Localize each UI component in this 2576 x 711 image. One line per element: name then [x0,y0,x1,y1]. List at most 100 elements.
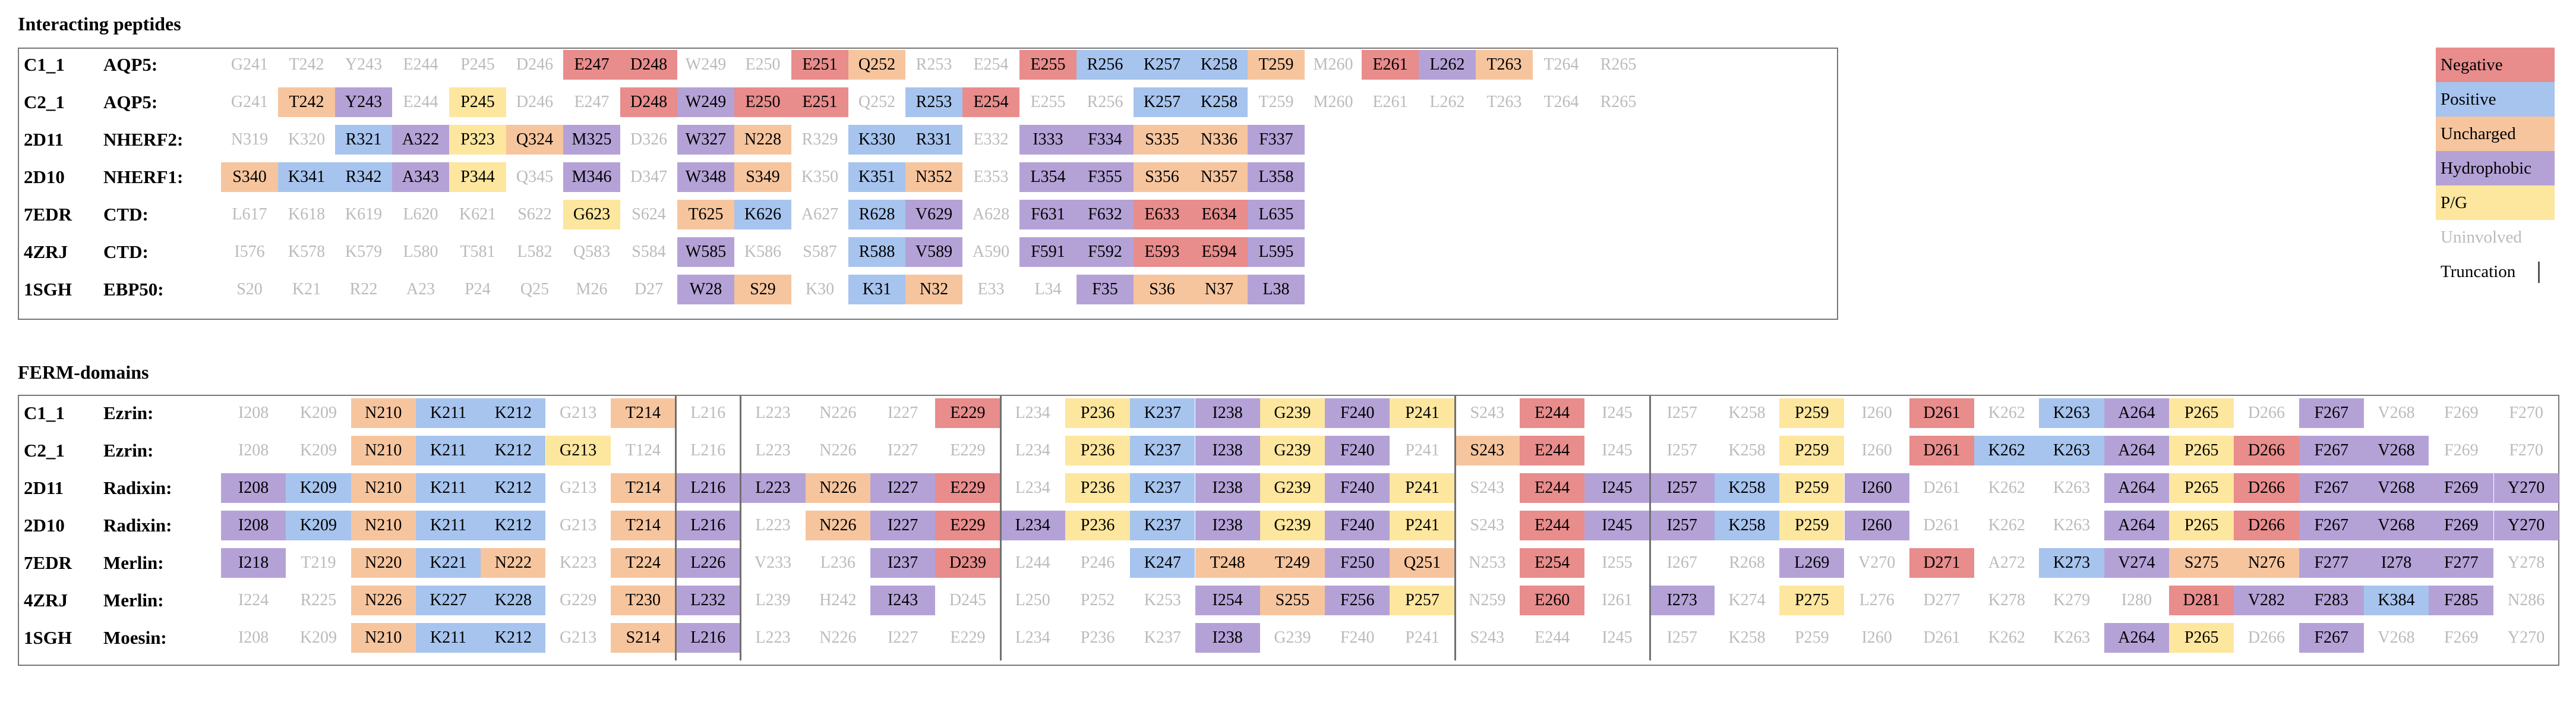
row-7edr: 7EDR Merlin: I218 T219 N220 K221 N222 K223 T224 L… [19,548,2558,578]
residue-cell: L223 [755,628,791,647]
residue-cell: K618 [288,205,326,224]
residue-cell: F256 [1325,586,1390,615]
residue-cell: A628 [972,205,1010,224]
residue-cell: K263 [2053,516,2091,534]
residue-cell: K258 [1728,404,1766,422]
residue-cell: K21 [292,280,321,298]
residue-cell: H242 [819,591,857,609]
residue-cell: E353 [973,168,1009,186]
residue-cell: I238 [1195,398,1260,428]
residue-cell: A264 [2104,398,2169,428]
residue-cell: I257 [1666,404,1697,422]
residue-cell: P265 [2169,473,2234,503]
residue-cell: G239 [1259,473,1325,503]
residue-cell: P259 [1779,436,1845,465]
residue-cell: A264 [2104,623,2169,653]
residue-cell: M26 [576,280,608,298]
residue-cell: D246 [516,55,554,74]
legend-label: Truncation [2441,262,2516,281]
residue-cell: N222 [481,548,546,578]
residue-cell: S243 [1470,479,1505,497]
residue-cell: S243 [1470,404,1505,422]
row-protein: Ezrin: [103,440,154,461]
residue-cell: P252 [1080,591,1115,609]
residue-cell: F632 [1077,200,1134,229]
residue-cell: D277 [1923,591,1961,609]
residue-cell: G213 [560,479,597,497]
residue-cell: M260 [1313,55,1353,74]
residue-cell: K262 [1988,404,2025,422]
residue-cell: M260 [1313,93,1353,111]
residue-cell: D239 [935,548,1000,578]
residue-cell: D261 [1923,516,1961,534]
row-id: C1_1 [24,54,65,75]
residue-cell: I237 [870,548,936,578]
residue-cell: E251 [791,50,848,80]
residue-cell: P257 [1390,586,1455,615]
residue-cell: D326 [630,130,668,149]
residue-cell: T249 [1259,548,1325,578]
residue-cell: S356 [1134,162,1191,192]
residue-cell: T124 [625,441,661,460]
residue-cell: F277 [2429,548,2494,578]
residue-cell: D248 [620,50,677,80]
residue-cell: K330 [848,125,905,155]
residue-cell: N319 [231,130,269,149]
residue-cell: I245 [1602,628,1633,647]
residue-cell: R253 [916,55,952,74]
residue-cell: N228 [734,125,791,155]
residue-cell: L216 [675,511,741,540]
residue-cell: F283 [2299,586,2364,615]
residue-cell: N226 [819,404,857,422]
residue-cell: N357 [1191,162,1248,192]
residue-cell: L234 [1000,511,1065,540]
residue-cell: L226 [675,548,741,578]
residue-cell: K212 [481,623,546,653]
residue-cell: L262 [1419,50,1476,80]
residue-cell: I260 [1844,473,1909,503]
residue-cell: L276 [1859,591,1895,609]
residue-cell: V233 [754,553,792,572]
residue-cell: K279 [2053,591,2091,609]
residue-cell: I227 [887,628,918,647]
row-id: 2D10 [24,166,65,187]
residue-cell: E633 [1134,200,1191,229]
row-protein: CTD: [103,204,149,225]
residue-cell: K212 [481,473,546,503]
residue-cell: K211 [415,473,481,503]
residue-cell: N259 [1469,591,1506,609]
residue-cell: L216 [690,441,726,460]
residue-cell: E261 [1372,93,1408,111]
residue-cell: R22 [349,280,378,298]
residue-cell: L232 [675,586,741,615]
residue-cell: P241 [1390,398,1455,428]
residue-cell: L354 [1019,162,1077,192]
residue-cell: P245 [449,87,506,117]
residue-cell: L216 [675,473,741,503]
residue-cell: D266 [2247,404,2285,422]
residue-cell: F270 [2509,404,2543,422]
residue-cell: E229 [935,398,1000,428]
residue-cell: K262 [1988,628,2025,647]
residue-cell: E247 [563,50,620,80]
residue-cell: I260 [1861,404,1892,422]
residue-cell: W585 [677,237,734,267]
residue-cell: E244 [1535,628,1570,647]
residue-cell: D271 [1909,548,1975,578]
residue-cell: L250 [1015,591,1050,609]
residue-cell: M325 [563,125,620,155]
residue-cell: K262 [1988,516,2025,534]
residue-cell: E229 [950,441,986,460]
residue-cell: Q251 [1390,548,1455,578]
row-protein: Moesin: [103,627,167,648]
residue-cell: K211 [415,436,481,465]
residue-cell: K621 [459,205,497,224]
residue-cell: K221 [415,548,481,578]
residue-cell: Y270 [2493,511,2559,540]
residue-cell: A264 [2104,436,2169,465]
residue-cell: Q252 [858,93,896,111]
residue-cell: A343 [392,162,449,192]
row-c1-1: C1_1 AQP5: G241 T242 Y243 E244 P245 D246 E247 D24… [19,50,1837,80]
legend-item-uncharged: Uncharged [2436,117,2555,151]
residue-cell: I255 [1602,553,1633,572]
